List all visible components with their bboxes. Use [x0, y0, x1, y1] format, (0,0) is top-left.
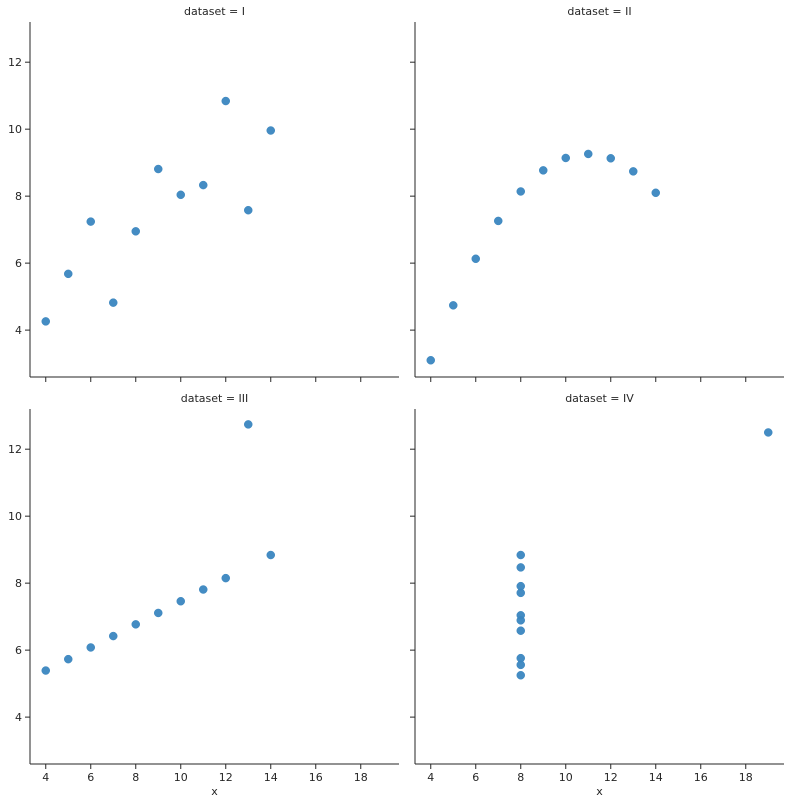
y-tick-label-dataset-iii-6: 6	[15, 644, 22, 657]
x-tick-label-dataset-iii-8: 8	[132, 771, 139, 784]
point-dataset-iv-4	[516, 563, 525, 572]
x-tick-label-dataset-iv-18: 18	[739, 771, 753, 784]
point-dataset-iv-3	[516, 550, 525, 560]
point-dataset-iii-2	[244, 420, 253, 429]
x-tick-label-dataset-iv-16: 16	[694, 771, 708, 784]
point-dataset-iv-8	[516, 660, 525, 670]
point-dataset-i-4	[199, 180, 208, 190]
x-tick-label-dataset-iv-10: 10	[559, 771, 573, 784]
point-dataset-iv-10	[516, 616, 525, 625]
point-dataset-ii-1	[516, 187, 525, 196]
x-tick-label-dataset-iii-6: 6	[87, 771, 94, 784]
panel-dataset-ii: dataset = II	[410, 5, 784, 382]
panel-title-dataset-i: dataset = I	[184, 5, 245, 18]
point-dataset-i-6	[86, 217, 95, 226]
point-dataset-i-7	[41, 317, 50, 326]
point-dataset-iii-1	[131, 620, 140, 629]
point-dataset-ii-10	[449, 301, 458, 310]
point-dataset-ii-8	[606, 154, 615, 163]
point-dataset-i-9	[109, 298, 118, 307]
point-dataset-ii-2	[629, 167, 638, 176]
point-dataset-i-0	[176, 190, 185, 200]
point-dataset-i-10	[64, 269, 73, 279]
x-tick-label-dataset-iv-8: 8	[517, 771, 524, 784]
x-tick-label-dataset-iii-12: 12	[219, 771, 233, 784]
x-tick-label-dataset-iv-14: 14	[649, 771, 663, 784]
point-dataset-iii-7	[41, 666, 50, 675]
y-tick-label-dataset-i-6: 6	[15, 257, 22, 270]
y-tick-label-dataset-i-12: 12	[8, 56, 22, 69]
x-tick-label-dataset-iv-6: 6	[472, 771, 479, 784]
point-dataset-i-5	[266, 126, 275, 135]
point-dataset-iv-9	[516, 581, 525, 591]
point-dataset-i-3	[154, 164, 163, 174]
point-dataset-ii-4	[584, 149, 593, 159]
point-dataset-iv-7	[764, 428, 773, 437]
y-tick-label-dataset-i-10: 10	[8, 123, 22, 136]
x-tick-label-dataset-iii-14: 14	[264, 771, 278, 784]
panel-title-dataset-iv: dataset = IV	[565, 392, 634, 405]
point-dataset-iii-8	[221, 573, 230, 583]
panel-title-dataset-ii: dataset = II	[567, 5, 631, 18]
point-dataset-ii-6	[471, 254, 480, 264]
y-tick-label-dataset-iii-4: 4	[15, 711, 22, 724]
point-dataset-ii-9	[494, 216, 503, 226]
x-tick-label-dataset-iv-4: 4	[427, 771, 434, 784]
point-dataset-iv-6	[516, 671, 525, 680]
y-tick-label-dataset-iii-10: 10	[8, 510, 22, 523]
x-tick-label-dataset-iii-18: 18	[354, 771, 368, 784]
point-dataset-i-1	[131, 227, 140, 236]
x-tick-label-dataset-iii-10: 10	[174, 771, 188, 784]
point-dataset-iii-5	[266, 550, 275, 560]
point-dataset-iii-4	[199, 585, 208, 594]
point-dataset-i-2	[244, 205, 253, 215]
point-dataset-iv-0	[516, 626, 525, 635]
y-tick-label-dataset-i-8: 8	[15, 190, 22, 203]
point-dataset-ii-5	[651, 188, 660, 198]
x-axis-label-dataset-iii: x	[211, 785, 218, 797]
point-dataset-iii-9	[109, 631, 118, 641]
x-tick-label-dataset-iii-4: 4	[42, 771, 49, 784]
point-dataset-ii-7	[426, 356, 435, 365]
point-dataset-ii-3	[539, 166, 548, 175]
y-tick-label-dataset-i-4: 4	[15, 324, 22, 337]
y-tick-label-dataset-iii-8: 8	[15, 577, 22, 590]
panel-dataset-i: dataset = I 4 6 8 10 12	[8, 5, 399, 382]
point-dataset-iii-0	[176, 596, 185, 606]
point-dataset-i-8	[221, 96, 230, 106]
point-dataset-iii-3	[154, 608, 163, 618]
x-axis-label-dataset-iv: x	[596, 785, 603, 797]
point-dataset-iii-10	[64, 654, 73, 664]
x-tick-label-dataset-iv-12: 12	[604, 771, 618, 784]
panel-title-dataset-iii: dataset = III	[181, 392, 249, 405]
panel-dataset-iv: dataset = IV 4 6 8 10 12 14 16 18 x	[410, 392, 784, 797]
y-tick-label-dataset-iii-12: 12	[8, 443, 22, 456]
point-dataset-ii-0	[561, 153, 570, 163]
x-tick-label-dataset-iii-16: 16	[309, 771, 323, 784]
point-dataset-iii-6	[86, 643, 95, 652]
